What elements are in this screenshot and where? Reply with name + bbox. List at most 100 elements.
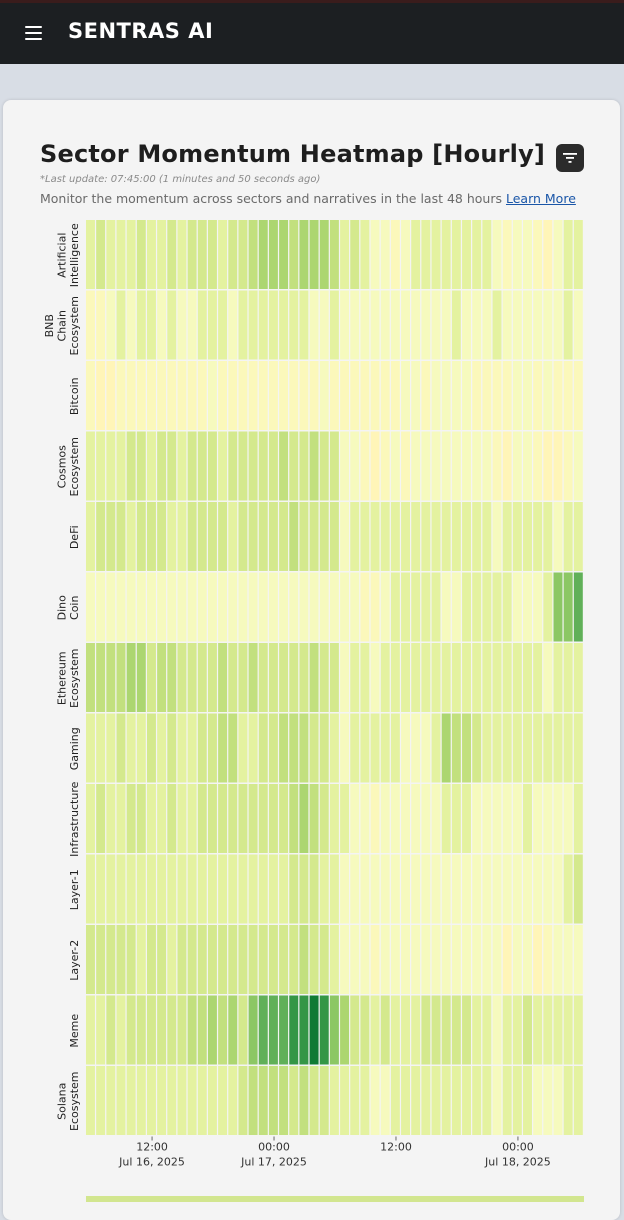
heatmap-cell[interactable] bbox=[116, 643, 126, 712]
heatmap-cell[interactable] bbox=[279, 784, 289, 853]
heatmap-cell[interactable] bbox=[207, 290, 217, 360]
heatmap-cell[interactable] bbox=[146, 361, 156, 430]
heatmap-cell[interactable] bbox=[136, 784, 146, 853]
heatmap-cell[interactable] bbox=[533, 1066, 543, 1135]
heatmap-cell[interactable] bbox=[451, 431, 461, 501]
heatmap-cell[interactable] bbox=[573, 1066, 583, 1135]
heatmap-cell[interactable] bbox=[451, 854, 461, 924]
heatmap-cell[interactable] bbox=[228, 220, 238, 289]
heatmap-cell[interactable] bbox=[289, 713, 299, 783]
heatmap-cell[interactable] bbox=[563, 713, 573, 783]
heatmap-cell[interactable] bbox=[390, 995, 400, 1065]
heatmap-cell[interactable] bbox=[248, 995, 258, 1065]
heatmap-cell[interactable] bbox=[431, 643, 441, 712]
heatmap-cell[interactable] bbox=[340, 572, 350, 642]
heatmap-cell[interactable] bbox=[106, 643, 116, 712]
heatmap-cell[interactable] bbox=[228, 995, 238, 1065]
heatmap-cell[interactable] bbox=[563, 290, 573, 360]
heatmap-cell[interactable] bbox=[492, 854, 502, 924]
heatmap-cell[interactable] bbox=[340, 925, 350, 994]
heatmap-cell[interactable] bbox=[96, 1066, 106, 1135]
heatmap-cell[interactable] bbox=[126, 713, 136, 783]
heatmap-cell[interactable] bbox=[177, 784, 187, 853]
heatmap-cell[interactable] bbox=[390, 290, 400, 360]
heatmap-cell[interactable] bbox=[421, 643, 431, 712]
heatmap-cell[interactable] bbox=[390, 925, 400, 994]
heatmap-cell[interactable] bbox=[157, 431, 167, 501]
heatmap-cell[interactable] bbox=[401, 713, 411, 783]
heatmap-cell[interactable] bbox=[187, 784, 197, 853]
heatmap-cell[interactable] bbox=[451, 361, 461, 430]
heatmap-cell[interactable] bbox=[462, 572, 471, 642]
heatmap-cell[interactable] bbox=[248, 854, 258, 924]
heatmap-cell[interactable] bbox=[573, 854, 583, 924]
heatmap-cell[interactable] bbox=[268, 995, 278, 1065]
heatmap-cell[interactable] bbox=[411, 854, 421, 924]
heatmap-cell[interactable] bbox=[218, 925, 228, 994]
heatmap-cell[interactable] bbox=[177, 502, 187, 571]
heatmap-cell[interactable] bbox=[319, 784, 329, 853]
heatmap-cell[interactable] bbox=[431, 572, 441, 642]
heatmap-cell[interactable] bbox=[553, 713, 563, 783]
heatmap-cell[interactable] bbox=[289, 854, 299, 924]
heatmap-cell[interactable] bbox=[401, 643, 411, 712]
heatmap-cell[interactable] bbox=[512, 502, 522, 571]
heatmap-cell[interactable] bbox=[289, 643, 299, 712]
heatmap-cell[interactable] bbox=[187, 502, 197, 571]
heatmap-cell[interactable] bbox=[106, 572, 116, 642]
heatmap-cell[interactable] bbox=[187, 995, 197, 1065]
heatmap-cell[interactable] bbox=[218, 854, 228, 924]
heatmap-cell[interactable] bbox=[370, 431, 380, 501]
heatmap-cell[interactable] bbox=[553, 572, 563, 642]
heatmap-cell[interactable] bbox=[197, 290, 207, 360]
heatmap-cell[interactable] bbox=[451, 995, 461, 1065]
heatmap-cell[interactable] bbox=[502, 431, 512, 501]
heatmap-cell[interactable] bbox=[421, 431, 431, 501]
heatmap-cell[interactable] bbox=[482, 502, 492, 571]
heatmap-cell[interactable] bbox=[96, 713, 106, 783]
heatmap-cell[interactable] bbox=[553, 361, 563, 430]
heatmap-cell[interactable] bbox=[482, 361, 492, 430]
heatmap-cell[interactable] bbox=[329, 713, 339, 783]
heatmap-cell[interactable] bbox=[268, 220, 278, 289]
heatmap-cell[interactable] bbox=[411, 220, 421, 289]
heatmap-cell[interactable] bbox=[207, 431, 217, 501]
heatmap-cell[interactable] bbox=[401, 361, 411, 430]
heatmap-cell[interactable] bbox=[472, 220, 482, 289]
heatmap-cell[interactable] bbox=[309, 643, 319, 712]
heatmap-cell[interactable] bbox=[482, 854, 492, 924]
heatmap-cell[interactable] bbox=[523, 784, 532, 853]
heatmap-cell[interactable] bbox=[106, 925, 116, 994]
heatmap-cell[interactable] bbox=[86, 431, 95, 501]
heatmap-cell[interactable] bbox=[462, 925, 471, 994]
heatmap-cell[interactable] bbox=[86, 784, 95, 853]
heatmap-cell[interactable] bbox=[350, 572, 360, 642]
heatmap-cell[interactable] bbox=[553, 220, 563, 289]
heatmap-cell[interactable] bbox=[573, 643, 583, 712]
heatmap-cell[interactable] bbox=[563, 1066, 573, 1135]
heatmap-cell[interactable] bbox=[329, 431, 339, 501]
heatmap-cell[interactable] bbox=[146, 290, 156, 360]
heatmap-cell[interactable] bbox=[390, 784, 400, 853]
heatmap-cell[interactable] bbox=[563, 431, 573, 501]
heatmap-cell[interactable] bbox=[492, 502, 502, 571]
heatmap-cell[interactable] bbox=[370, 925, 380, 994]
heatmap-cell[interactable] bbox=[258, 1066, 268, 1135]
hamburger-menu-icon[interactable] bbox=[25, 26, 42, 40]
heatmap-cell[interactable] bbox=[136, 1066, 146, 1135]
heatmap-cell[interactable] bbox=[533, 502, 543, 571]
heatmap-cell[interactable] bbox=[319, 925, 329, 994]
heatmap-cell[interactable] bbox=[329, 361, 339, 430]
heatmap-cell[interactable] bbox=[238, 361, 248, 430]
heatmap-cell[interactable] bbox=[157, 784, 167, 853]
heatmap-cell[interactable] bbox=[96, 290, 106, 360]
heatmap-cell[interactable] bbox=[187, 854, 197, 924]
heatmap-cell[interactable] bbox=[167, 854, 177, 924]
heatmap-cell[interactable] bbox=[268, 643, 278, 712]
heatmap-cell[interactable] bbox=[299, 361, 309, 430]
heatmap-cell[interactable] bbox=[116, 290, 126, 360]
heatmap-cell[interactable] bbox=[238, 1066, 248, 1135]
heatmap-cell[interactable] bbox=[401, 784, 411, 853]
heatmap-cell[interactable] bbox=[502, 502, 512, 571]
heatmap-cell[interactable] bbox=[370, 290, 380, 360]
